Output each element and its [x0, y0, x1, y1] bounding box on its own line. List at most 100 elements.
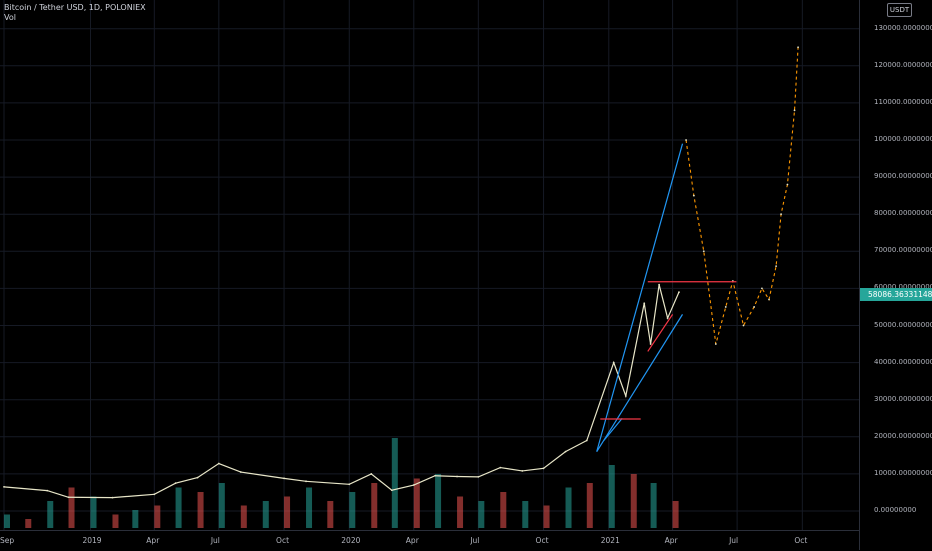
volume-bar [500, 492, 507, 528]
volume-bar [218, 483, 225, 528]
price-point [305, 480, 307, 483]
price-point [111, 496, 114, 499]
price-tick-label: 40000.00000000 [874, 357, 932, 366]
price-point [67, 496, 70, 499]
volume-bar [371, 483, 378, 528]
price-tick-label: 110000.00000000 [874, 97, 932, 106]
trend-line [603, 417, 623, 441]
volume-bar [25, 519, 32, 528]
chart-plot-area[interactable] [0, 0, 859, 530]
projection-line [685, 47, 799, 345]
time-tick-label: Sep [0, 536, 15, 545]
price-point [283, 477, 285, 480]
time-tick-label: Apr [146, 536, 160, 545]
time-tick-label: Jul [210, 536, 220, 545]
price-point [217, 462, 220, 465]
last-price-badge: 58086.36331148 [860, 288, 932, 301]
price-point [666, 317, 669, 319]
price-point [153, 493, 156, 496]
price-point [477, 475, 480, 478]
price-scale[interactable] [859, 0, 932, 550]
volume-bar [68, 487, 75, 528]
volume-indicator-label[interactable]: Vol [4, 13, 16, 22]
time-scale[interactable] [0, 530, 859, 551]
projection-point [702, 250, 705, 253]
price-point [658, 283, 661, 286]
projection-point [780, 213, 782, 216]
trend-line [596, 314, 684, 452]
volume-bar [240, 505, 247, 528]
projection-point [786, 183, 789, 186]
volume-bar [586, 483, 593, 528]
price-point [643, 302, 646, 305]
price-tick-label: 100000.00000000 [874, 135, 932, 143]
price-tick-label: 70000.00000000 [874, 246, 932, 255]
volume-bar [262, 501, 269, 528]
price-tick-label: 90000.00000000 [874, 172, 932, 181]
price-point [649, 343, 652, 345]
price-point [348, 483, 351, 486]
price-point [564, 450, 567, 453]
currency-badge[interactable]: USDT [887, 3, 912, 17]
volume-bar [478, 501, 485, 528]
time-tick-label: Apr [405, 536, 419, 545]
price-chart [0, 0, 859, 530]
price-point [521, 470, 524, 472]
volume-bar [132, 510, 139, 528]
time-tick-label: Jul [470, 536, 480, 545]
price-point [370, 473, 373, 475]
price-point [390, 489, 393, 492]
volume-bar [565, 487, 572, 528]
price-point [585, 439, 588, 442]
price-tick-label: 20000.00000000 [874, 431, 932, 440]
price-tick-label: 50000.00000000 [874, 320, 932, 329]
time-tick-label: 2020 [341, 536, 361, 545]
volume-bar [90, 496, 97, 528]
projection-point [775, 265, 778, 268]
projection-point [797, 46, 799, 49]
volume-bar [112, 514, 119, 528]
price-line [3, 284, 680, 499]
grid [0, 0, 859, 530]
projection-point [714, 343, 717, 345]
volume-bar [543, 505, 550, 528]
chart-legend: Bitcoin / Tether USD, 1D, POLONIEX Vol [4, 3, 146, 23]
volume-bar [4, 514, 10, 528]
projection-point [724, 306, 727, 308]
trend-line [647, 314, 674, 352]
volume-bar [522, 501, 529, 528]
time-tick-label: Apr [664, 536, 678, 545]
volume-bar [47, 501, 54, 528]
volume-bar [650, 483, 657, 528]
price-point [412, 484, 415, 486]
price-point [624, 395, 627, 397]
volume-bar [435, 474, 442, 528]
price-tick-label: 0.00000000 [874, 506, 917, 514]
volume-bar [413, 478, 420, 528]
price-point [174, 482, 177, 485]
price-point [239, 471, 242, 473]
volume-bars [4, 438, 679, 528]
volume-bar [327, 501, 334, 528]
price-tick-label: 120000.00000000 [874, 60, 932, 69]
price-series [3, 46, 799, 499]
symbol-title[interactable]: Bitcoin / Tether USD, 1D, POLONIEX [4, 3, 146, 12]
projection-point [692, 194, 695, 197]
time-tick-label: 2019 [82, 536, 102, 545]
price-point [456, 475, 458, 478]
price-point [678, 291, 680, 294]
projection-point [753, 306, 756, 308]
volume-bar [608, 465, 615, 528]
volume-bar [306, 487, 313, 528]
price-point [196, 476, 199, 479]
volume-bar [197, 492, 204, 528]
price-tick-label: 60000.00000000 [874, 283, 932, 291]
annotations [596, 143, 737, 452]
trend-line [596, 143, 684, 452]
price-point [46, 489, 49, 492]
volume-bar [175, 487, 182, 528]
price-point [612, 361, 615, 364]
projection-point [793, 109, 796, 112]
time-tick-label: Jul [729, 536, 739, 545]
volume-bar [457, 496, 464, 528]
